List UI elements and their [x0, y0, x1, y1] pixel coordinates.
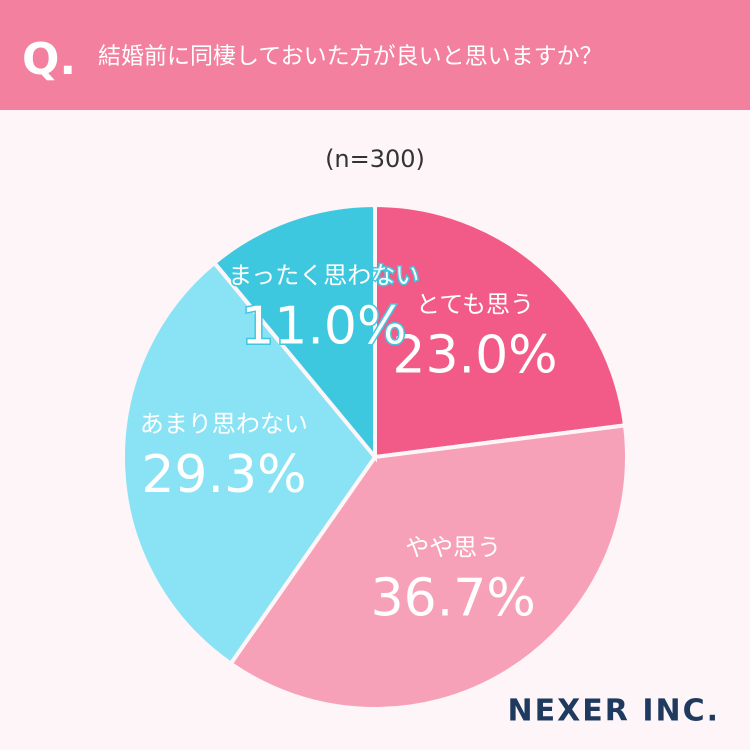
logo: NEXER INC.	[508, 694, 720, 729]
slice-category-label: あまり思わない	[140, 410, 308, 438]
chart-title: 結婚前に同棲しておいた方が良いと思いますか？	[98, 44, 603, 70]
pie-slice	[211, 202, 377, 463]
pie-slice	[227, 423, 629, 711]
slice-value-label: 11.0%	[241, 297, 406, 357]
slice-category-label: やや思う	[405, 533, 501, 561]
question-label: Q.	[22, 34, 76, 85]
slice-value-label: 36.7%	[371, 568, 536, 628]
header-band	[0, 0, 750, 110]
slice-value-label: 29.3%	[141, 445, 306, 505]
slice-category-label: とても思う	[416, 291, 534, 319]
pie: とても思う 23.0% やや思う 36.7% あまり思わない 29.3% まったく思わない 1…	[121, 202, 629, 711]
chart-subtitle: (n=300)	[325, 145, 425, 173]
pie-slice	[121, 260, 378, 667]
slice-value-label: 23.0%	[392, 326, 557, 386]
slice-category-label: まったく思わない	[228, 262, 419, 290]
pie-slice	[373, 202, 628, 460]
